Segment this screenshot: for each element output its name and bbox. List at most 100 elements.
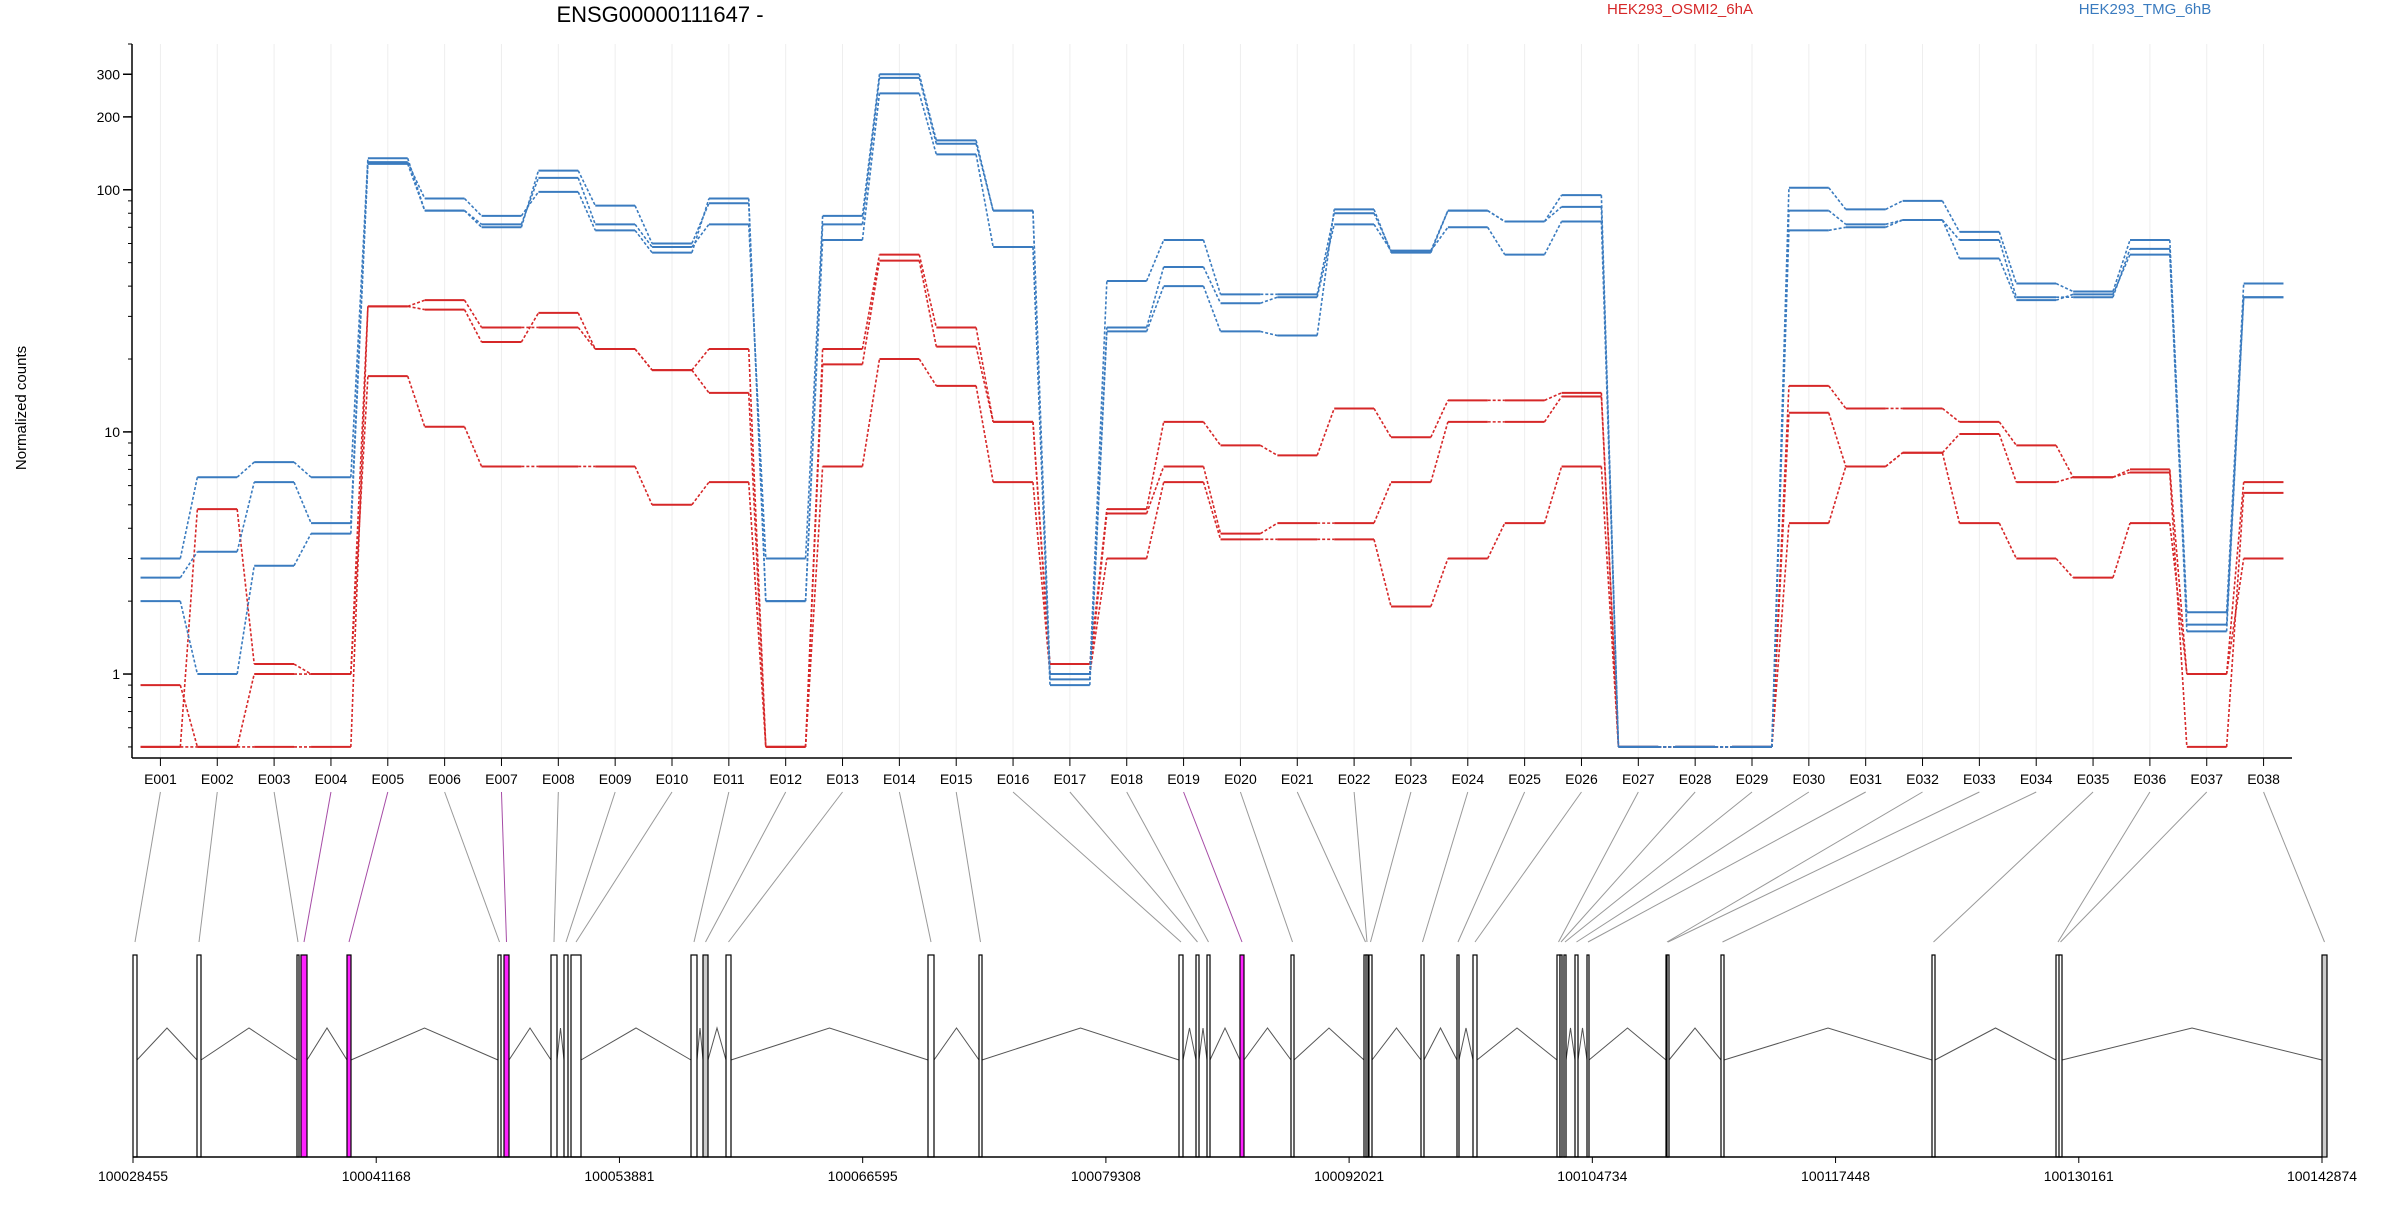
connector-e038 bbox=[2263, 791, 2325, 943]
series-transition bbox=[1486, 522, 1506, 559]
connector-e003 bbox=[273, 791, 299, 943]
x-tick-label-e023: E023 bbox=[1395, 771, 1428, 787]
exon-e008 bbox=[550, 954, 558, 1158]
exon-e006 bbox=[497, 954, 502, 1158]
series-transition bbox=[2225, 297, 2245, 632]
series-transition bbox=[179, 509, 199, 747]
y-tick-label: 200 bbox=[97, 109, 121, 125]
exon-e029 bbox=[1563, 954, 1567, 1158]
connector-e006 bbox=[444, 791, 500, 943]
x-tick-label-e003: E003 bbox=[258, 771, 291, 787]
legend-entry-tmg: HEK293_TMG_6hB bbox=[2079, 1, 2212, 18]
series-transition bbox=[691, 348, 710, 371]
coord-label: 100041168 bbox=[342, 1168, 411, 1184]
series-transition bbox=[1544, 392, 1562, 402]
series-transition bbox=[577, 177, 597, 225]
intron bbox=[200, 1027, 298, 1061]
series-transition bbox=[407, 299, 426, 308]
series-transition bbox=[1941, 200, 1961, 233]
series-transition bbox=[1259, 444, 1278, 457]
intron bbox=[1198, 1027, 1208, 1061]
series-transition bbox=[1487, 226, 1506, 255]
x-tick-label-e021: E021 bbox=[1281, 771, 1314, 787]
x-tick-label-e038: E038 bbox=[2247, 771, 2280, 787]
series-transition bbox=[520, 177, 540, 225]
series-transition bbox=[975, 346, 994, 423]
exon-e017 bbox=[1195, 954, 1200, 1158]
series-transition bbox=[577, 191, 596, 231]
series-transition bbox=[1885, 200, 1903, 211]
intron bbox=[1371, 1027, 1422, 1061]
series-transition bbox=[520, 312, 540, 343]
connector-e031 bbox=[1587, 791, 1866, 943]
x-tick-label-e014: E014 bbox=[883, 771, 916, 787]
x-tick-label-e036: E036 bbox=[2134, 771, 2167, 787]
series-transition bbox=[1885, 219, 1903, 229]
series-transition bbox=[918, 358, 937, 387]
series-transition bbox=[975, 327, 994, 423]
exon-e015 bbox=[978, 954, 983, 1158]
intron bbox=[1934, 1027, 2057, 1061]
series-transition bbox=[1885, 452, 1904, 468]
series-transition bbox=[350, 163, 369, 534]
series-transition bbox=[1998, 433, 2018, 483]
intron bbox=[1209, 1026, 1241, 1061]
x-tick-label-e031: E031 bbox=[1849, 771, 1882, 787]
exon-e035 bbox=[1931, 954, 1936, 1158]
series-transition bbox=[1998, 239, 2018, 298]
series-transition bbox=[747, 203, 767, 602]
series-transition bbox=[1828, 187, 1847, 210]
connector-e037 bbox=[2060, 791, 2208, 943]
x-tick-label-e004: E004 bbox=[315, 771, 348, 787]
x-tick-label-e035: E035 bbox=[2077, 771, 2110, 787]
x-tick-label-e019: E019 bbox=[1167, 771, 1200, 787]
series-transition bbox=[804, 466, 824, 747]
x-tick-label-e037: E037 bbox=[2190, 771, 2223, 787]
series-transition bbox=[918, 254, 938, 328]
exon-e034 bbox=[1720, 954, 1725, 1158]
series-transition bbox=[179, 600, 199, 675]
connector-e005 bbox=[348, 791, 389, 943]
axes: 1 10 100 200 300 E001 E002 E003 E004 E005 E006 E007… bbox=[97, 43, 2292, 787]
coord-label: 100028455 bbox=[98, 1168, 168, 1184]
series-transition bbox=[2168, 254, 2188, 632]
series-transition bbox=[1430, 400, 1449, 438]
connector-e022 bbox=[1353, 791, 1368, 943]
exon-e007 bbox=[503, 954, 510, 1158]
series-transition bbox=[1828, 226, 1846, 232]
series-transition bbox=[406, 161, 426, 199]
series-transition bbox=[1543, 221, 1563, 255]
connector-e015 bbox=[955, 791, 981, 943]
intron bbox=[1668, 1027, 1722, 1061]
series-transition bbox=[1828, 210, 1847, 225]
series-transition bbox=[406, 163, 426, 211]
x-tick-label-e025: E025 bbox=[1508, 771, 1541, 787]
intron bbox=[1458, 1027, 1474, 1061]
intron bbox=[556, 1027, 565, 1061]
connector-e016 bbox=[1012, 791, 1182, 943]
intron bbox=[136, 1027, 198, 1061]
series-transition bbox=[2168, 469, 2188, 675]
series-transition bbox=[1316, 213, 1335, 295]
series-transition bbox=[918, 77, 938, 144]
series-transition bbox=[1430, 210, 1449, 252]
series-transition bbox=[975, 385, 994, 483]
intron bbox=[580, 1027, 692, 1061]
exon-e016 bbox=[1178, 954, 1184, 1158]
series-transition bbox=[2055, 282, 2074, 293]
series-transition bbox=[2112, 239, 2131, 292]
series-transition bbox=[293, 481, 312, 524]
series-transition bbox=[1998, 522, 2018, 559]
series-transition bbox=[634, 223, 653, 248]
series-transition bbox=[293, 533, 312, 567]
x-tick-label-e011: E011 bbox=[713, 771, 745, 787]
series-transition bbox=[236, 461, 255, 478]
series-transition bbox=[975, 154, 994, 248]
coord-label: 100142874 bbox=[2287, 1168, 2357, 1184]
series-transition bbox=[1828, 385, 1847, 409]
series-transition bbox=[293, 663, 312, 675]
series-transition bbox=[2055, 293, 2074, 301]
exon-e026 bbox=[1472, 954, 1478, 1158]
series-transition bbox=[1088, 331, 1108, 686]
series-transition bbox=[1145, 239, 1165, 282]
